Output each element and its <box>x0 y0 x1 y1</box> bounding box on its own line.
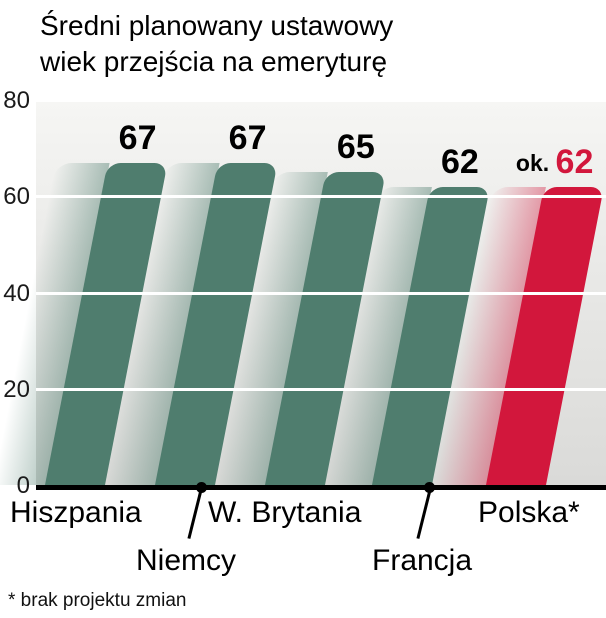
bar-value-label-wbrytania: 65 <box>326 128 386 167</box>
value-number-polska: 62 <box>555 143 594 181</box>
category-label-niemcy: Niemcy <box>136 544 237 577</box>
chart-title: Średni planowany ustawowy wiek przejścia… <box>40 8 393 80</box>
bar-value-label-niemcy: 67 <box>218 119 278 158</box>
value-number-francja: 62 <box>441 143 479 181</box>
y-tick-label-40: 40 <box>3 279 30 307</box>
gridline-80 <box>36 99 606 102</box>
category-label-francja: Francja <box>372 544 473 577</box>
y-tick-label-20: 20 <box>3 375 30 403</box>
footnote: * brak projektu zmian <box>8 590 187 611</box>
connector-line-niemcy <box>187 491 202 539</box>
axis-tick-dot-francja <box>424 482 435 493</box>
x-axis-line <box>36 485 606 490</box>
bar-value-label-francja: 62 <box>430 143 490 182</box>
value-number-niemcy: 67 <box>228 119 267 157</box>
y-tick-label-0: 0 <box>16 472 30 499</box>
category-label-wbrytania: W. Brytania <box>208 496 362 529</box>
y-tick-label-60: 60 <box>3 183 30 211</box>
category-label-hiszpania: Hiszpania <box>10 496 142 529</box>
connector-line-francja <box>416 491 431 539</box>
value-number-wbrytania: 65 <box>336 128 375 166</box>
value-prefix-polska: ok. <box>515 150 556 176</box>
axis-tick-dot-niemcy <box>196 482 207 493</box>
category-label-polska: Polska* <box>478 496 580 529</box>
gridline-60 <box>36 195 606 199</box>
bar-value-label-hiszpania: 67 <box>108 119 168 158</box>
bar-value-label-polska: ok. 62 <box>515 143 593 182</box>
y-tick-label-80: 80 <box>3 87 30 114</box>
gridline-40 <box>36 291 606 295</box>
value-number-hiszpania: 67 <box>118 119 157 157</box>
gridline-20 <box>36 387 606 391</box>
chart-title-line2: wiek przejścia na emeryturę <box>40 46 388 77</box>
chart-title-line1: Średni planowany ustawowy <box>40 10 394 41</box>
